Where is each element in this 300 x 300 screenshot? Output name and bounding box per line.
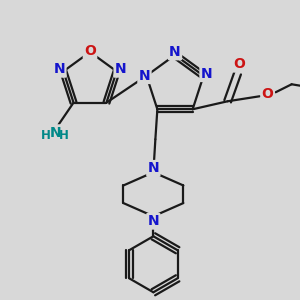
- Text: N: N: [148, 161, 159, 175]
- Text: O: O: [262, 87, 274, 101]
- Text: N: N: [115, 62, 126, 76]
- Text: O: O: [84, 44, 96, 58]
- Text: N: N: [201, 67, 212, 81]
- Text: N: N: [148, 214, 159, 228]
- Text: O: O: [234, 57, 246, 71]
- Text: H: H: [58, 129, 68, 142]
- Text: N: N: [50, 126, 62, 140]
- Text: N: N: [169, 45, 181, 59]
- Text: N: N: [139, 69, 150, 83]
- Text: N: N: [54, 62, 65, 76]
- Text: H: H: [40, 129, 50, 142]
